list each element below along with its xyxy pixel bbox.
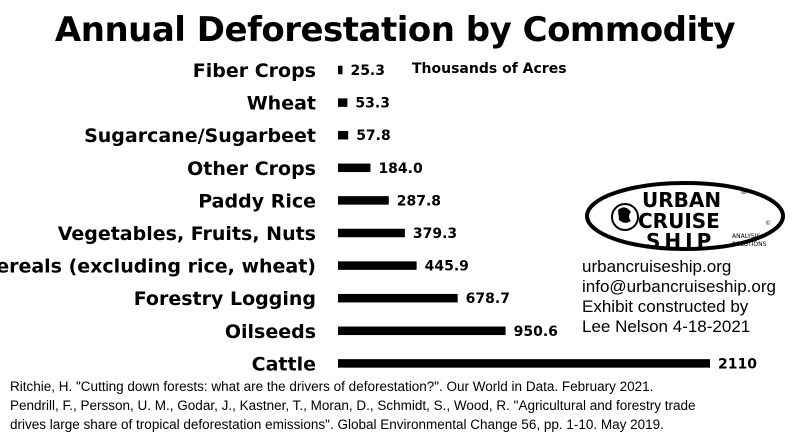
value-label: 678.7 <box>466 291 510 307</box>
credit-line-2: Lee Nelson 4-18-2021 <box>582 317 751 336</box>
website-text: urbancruiseship.org <box>582 257 732 276</box>
category-label: Fiber Crops <box>193 60 316 82</box>
logo-copyright: © <box>765 220 771 227</box>
category-label: Oilseeds <box>225 321 316 343</box>
bar <box>338 130 349 140</box>
logo-tag-2: SOLUTIONS <box>732 241 767 248</box>
sources-block: Ritchie, H. "Cutting down forests: what … <box>10 377 800 434</box>
value-label: 57.8 <box>356 128 391 144</box>
email-text: info@urbancruiseship.org <box>582 277 776 296</box>
bar <box>338 293 458 303</box>
logo-line-1: URBAN <box>642 188 721 212</box>
urban-cruise-ship-logo: URBAN CRUISE SHIP ANALYSIS SOLUTIONS ® © <box>585 181 785 253</box>
chart-title: Annual Deforestation by Commodity <box>54 10 736 50</box>
bar <box>338 98 348 107</box>
credit-line-1: Exhibit constructed by <box>582 297 749 316</box>
value-label: 445.9 <box>425 259 469 275</box>
source-line-3: drives large share of tropical deforesta… <box>10 417 664 432</box>
category-label: Cattle <box>252 353 316 375</box>
bar <box>338 65 343 75</box>
category-label: Cereals (excluding rice, wheat) <box>0 256 316 278</box>
value-label: 379.3 <box>413 226 457 242</box>
category-label: Wheat <box>247 93 316 115</box>
bar <box>338 359 710 368</box>
unit-label: Thousands of Acres <box>412 61 567 77</box>
logo-tag-1: ANALYSIS <box>732 233 760 240</box>
category-label: Sugarcane/Sugarbeet <box>84 125 316 147</box>
bar <box>338 228 405 238</box>
category-label: Vegetables, Fruits, Nuts <box>58 223 316 245</box>
category-label: Other Crops <box>187 158 316 180</box>
category-label: Paddy Rice <box>198 190 316 212</box>
bar <box>338 163 371 173</box>
bar <box>338 261 417 270</box>
category-label: Forestry Logging <box>134 288 316 310</box>
value-label: 2110 <box>718 356 757 372</box>
value-label: 25.3 <box>350 63 385 79</box>
source-line-1: Ritchie, H. "Cutting down forests: what … <box>10 379 654 394</box>
bar <box>338 196 389 205</box>
source-line-2: Pendrill, F., Persson, U. M., Godar, J.,… <box>10 398 696 413</box>
value-label: 53.3 <box>355 96 390 112</box>
logo-registered: ® <box>740 187 748 196</box>
value-label: 287.8 <box>397 193 441 209</box>
value-label: 950.6 <box>514 324 558 340</box>
logo-line-2: CRUISE <box>638 209 720 233</box>
bar <box>338 326 506 336</box>
value-label: 184.0 <box>378 161 423 177</box>
globe-icon <box>611 203 639 231</box>
logo-line-3: SHIP <box>646 229 715 253</box>
contact-block: urbancruiseship.org info@urbancruiseship… <box>582 257 776 337</box>
